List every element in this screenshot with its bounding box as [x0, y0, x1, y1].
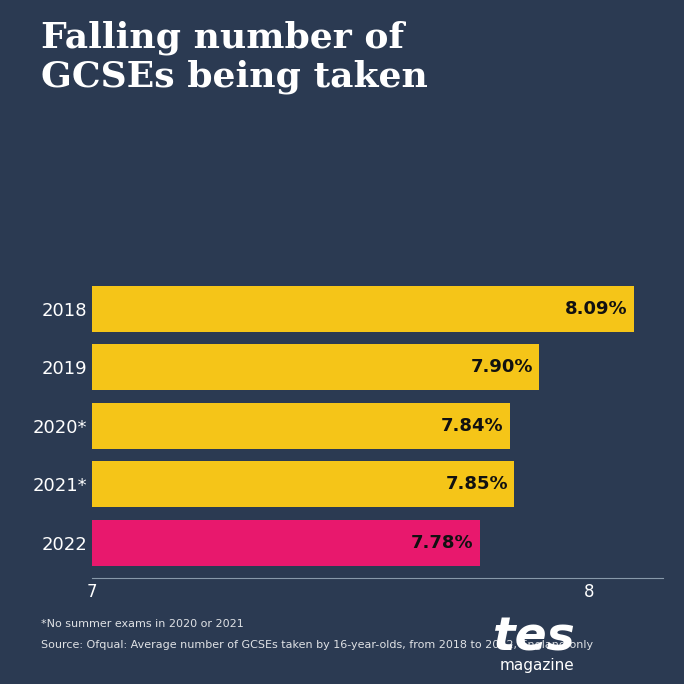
Text: *No summer exams in 2020 or 2021: *No summer exams in 2020 or 2021: [41, 619, 244, 629]
Text: 7.85%: 7.85%: [446, 475, 508, 493]
Text: 7.84%: 7.84%: [441, 417, 503, 435]
Text: 8.09%: 8.09%: [565, 300, 628, 318]
Text: tes: tes: [492, 616, 575, 661]
Text: Source: Ofqual: Average number of GCSEs taken by 16-year-olds, from 2018 to 2022: Source: Ofqual: Average number of GCSEs …: [41, 640, 593, 650]
Bar: [92, 520, 479, 566]
Text: 7.78%: 7.78%: [411, 534, 474, 552]
Text: Falling number of
GCSEs being taken: Falling number of GCSEs being taken: [41, 21, 428, 94]
Bar: [92, 345, 539, 390]
Bar: [92, 462, 514, 507]
Bar: [92, 403, 510, 449]
Bar: [92, 286, 633, 332]
Text: magazine: magazine: [499, 658, 574, 673]
Text: 7.90%: 7.90%: [471, 358, 534, 376]
